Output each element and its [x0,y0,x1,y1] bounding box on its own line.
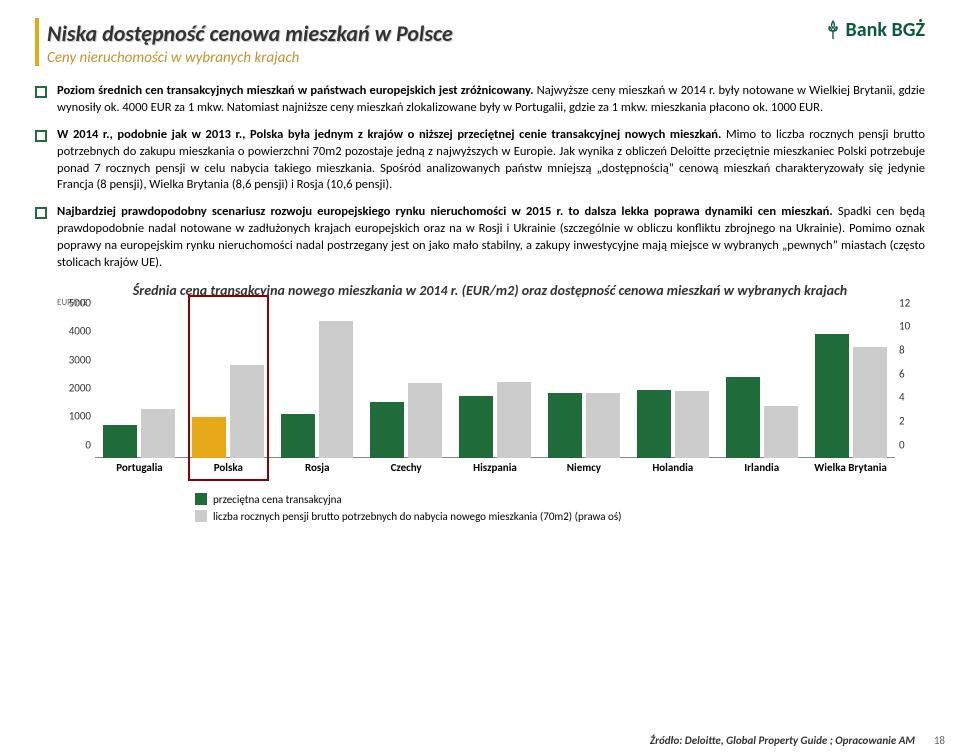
bullet-marker-icon [35,207,47,219]
bullet-marker-icon [35,86,47,98]
chart-container: Średnia cena transakcyjna nowego mieszka… [35,282,925,523]
legend-label-1: przeciętna cena transakcyjna [213,493,342,506]
x-label: Wielka Brytania [806,458,895,483]
bullet-2-text: W 2014 r., podobnie jak w 2013 r., Polsk… [57,127,925,195]
bar-salaries [497,382,531,458]
legend-label-2: liczba rocznych pensji brutto potrzebnyc… [213,510,621,523]
legend-swatch-icon [195,493,207,505]
bullet-2: W 2014 r., podobnie jak w 2013 r., Polsk… [35,127,925,195]
bar-salaries [230,365,264,458]
source-text: Źródło: Deloitte, Global Property Guide … [650,734,915,747]
bars-area [95,303,895,458]
chart-category [362,303,451,458]
bar-price [370,402,404,458]
page-number: 18 [934,734,945,747]
bar-salaries [675,391,709,458]
bar-price [726,377,760,458]
chart-legend: przeciętna cena transakcyjna liczba rocz… [195,493,925,523]
bar-price [548,393,582,458]
bullet-1-text: Poziom średnich cen transakcyjnych miesz… [57,83,925,117]
x-label: Czechy [362,458,451,483]
bullet-3-text: Najbardziej prawdopodobny scenariusz roz… [57,204,925,272]
chart-category [806,303,895,458]
x-label: Holandia [628,458,717,483]
x-label: Portugalia [95,458,184,483]
chart-category [628,303,717,458]
bar-price [637,390,671,458]
legend-item-2: liczba rocznych pensji brutto potrzebnyc… [195,510,925,523]
chart-category [451,303,540,458]
chart-category [95,303,184,458]
page-subtitle: Ceny nieruchomości w wybranych krajach [47,49,925,67]
bar-salaries [319,321,353,458]
y-axis-right: 121086420 [899,303,925,458]
bank-logo: Bank BGŻ [822,18,925,42]
bar-price [459,396,493,458]
bar-salaries [141,409,175,458]
bar-salaries [408,383,442,458]
chart-title: Średnia cena transakcyjna nowego mieszka… [55,282,925,299]
legend-item-1: przeciętna cena transakcyjna [195,493,925,506]
x-label: Irlandia [717,458,806,483]
bar-price [815,334,849,458]
page-header: Niska dostępność cenowa mieszkań w Polsc… [47,20,925,67]
x-label: Niemcy [539,458,628,483]
x-label: Polska [184,458,273,483]
bank-name: Bank BGŻ [846,18,925,42]
bar-chart: EUR/m2 500040003000200010000 121086420 P… [55,303,925,483]
bullet-marker-icon [35,130,47,142]
x-label: Hiszpania [451,458,540,483]
bullet-1: Poziom średnich cen transakcyjnych miesz… [35,83,925,117]
chart-category [184,303,273,458]
x-label: Rosja [273,458,362,483]
bar-price [103,425,137,458]
chart-category [717,303,806,458]
accent-bar [35,18,39,66]
legend-swatch-icon [195,510,207,522]
page-title: Niska dostępność cenowa mieszkań w Polsc… [47,20,925,47]
bar-price [192,417,226,457]
chart-category [273,303,362,458]
bar-salaries [853,347,887,458]
y-axis-left: 500040003000200010000 [55,303,91,458]
x-axis-labels: PortugaliaPolskaRosjaCzechyHiszpaniaNiem… [95,458,895,483]
grain-icon [822,19,844,41]
bar-price [281,414,315,457]
bullet-3: Najbardziej prawdopodobny scenariusz roz… [35,204,925,272]
chart-category [539,303,628,458]
bar-salaries [586,393,620,458]
bar-salaries [764,406,798,458]
